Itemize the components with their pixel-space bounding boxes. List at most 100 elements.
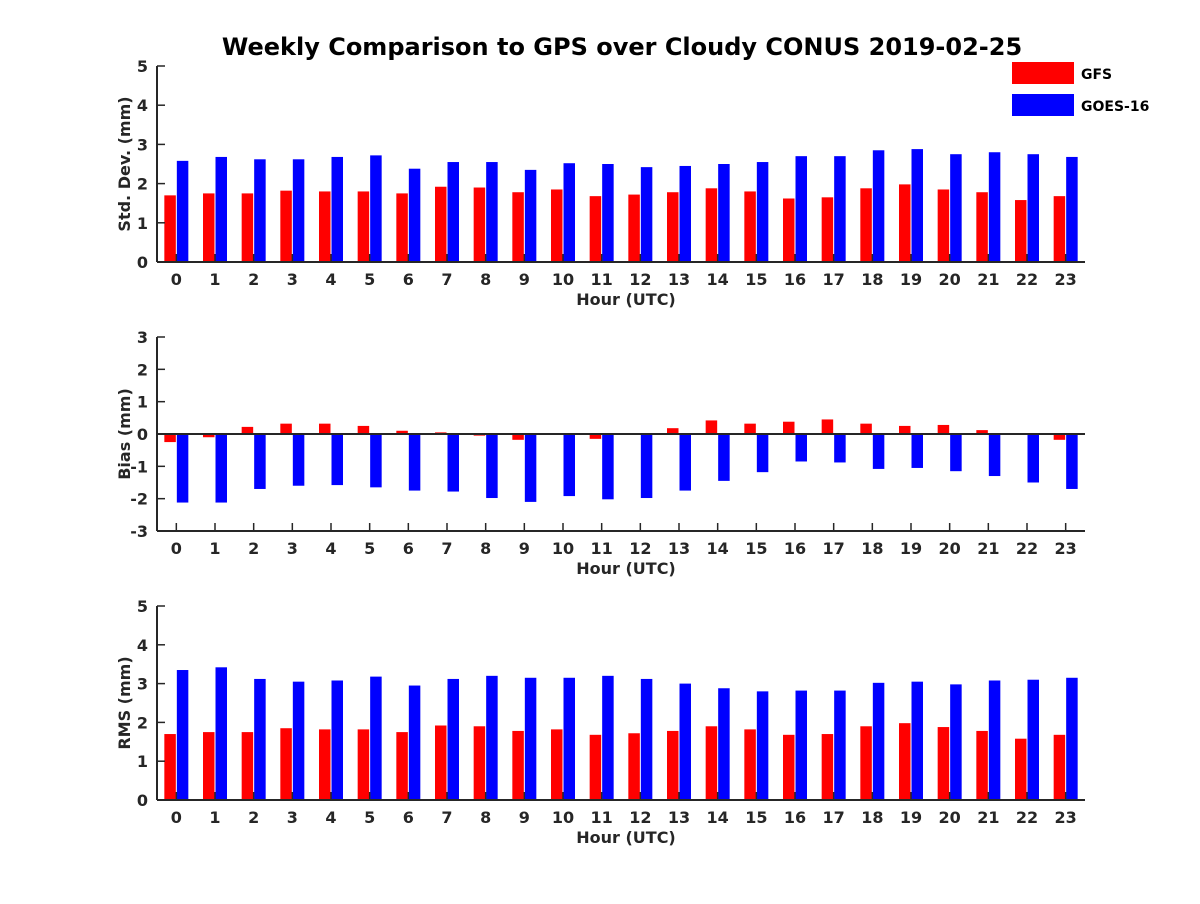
bar-gfs-hour-20: [937, 727, 950, 800]
bar-goes-16-hour-5: [370, 434, 382, 488]
x-tick-label: 6: [403, 270, 414, 289]
x-tick-label: 5: [364, 539, 375, 558]
x-tick-label: 16: [784, 539, 806, 558]
bar-goes-16-hour-19: [911, 434, 923, 468]
bar-gfs-hour-14: [705, 188, 718, 262]
x-tick-label: 2: [248, 539, 259, 558]
bar-goes-16-hour-1: [215, 156, 227, 262]
x-tick-label: 23: [1055, 270, 1077, 289]
x-tick-label: 3: [287, 808, 298, 827]
bar-goes-16-hour-6: [408, 168, 421, 262]
bar-goes-16-hour-1: [215, 434, 227, 503]
bar-goes-16-hour-20: [950, 684, 962, 800]
x-tick-label: 14: [707, 270, 729, 289]
bar-goes-16-hour-12: [640, 167, 653, 262]
x-tick-label: 7: [441, 808, 452, 827]
bar-gfs-hour-23: [1053, 196, 1066, 262]
x-axis-label: Hour (UTC): [576, 290, 676, 309]
x-tick-label: 6: [403, 539, 414, 558]
y-tick-label: 5: [137, 57, 148, 76]
bar-goes-16-hour-7: [447, 434, 459, 492]
bar-gfs-hour-20: [937, 189, 950, 262]
x-tick-label: 20: [939, 539, 961, 558]
bar-goes-16-hour-23: [1066, 434, 1078, 489]
x-tick-label: 17: [823, 270, 845, 289]
bar-goes-16-hour-13: [679, 434, 691, 491]
y-tick-label: 3: [137, 675, 148, 694]
y-tick-label: 2: [137, 175, 148, 194]
bar-goes-16-hour-22: [1027, 679, 1039, 800]
x-tick-label: 16: [784, 270, 806, 289]
bar-gfs-hour-8: [473, 726, 486, 800]
x-tick-label: 0: [171, 539, 182, 558]
bar-goes-16-hour-20: [950, 434, 962, 472]
x-tick-label: 2: [248, 808, 259, 827]
x-tick-label: 10: [552, 808, 574, 827]
x-tick-label: 10: [552, 270, 574, 289]
bar-gfs-hour-2: [241, 732, 254, 800]
y-tick-label: 5: [137, 597, 148, 616]
y-tick-label: 1: [137, 214, 148, 233]
x-tick-label: 21: [977, 539, 999, 558]
bar-gfs-hour-4: [319, 729, 331, 800]
y-axis-label: RMS (mm): [115, 656, 134, 749]
bar-goes-16-hour-4: [331, 156, 343, 262]
x-tick-label: 0: [171, 808, 182, 827]
bar-gfs-hour-17: [821, 197, 834, 262]
bar-gfs-hour-17: [821, 734, 834, 800]
bar-goes-16-hour-22: [1027, 154, 1039, 262]
x-tick-label: 13: [668, 270, 690, 289]
x-axis-label: Hour (UTC): [576, 828, 676, 847]
bar-gfs-hour-3: [280, 423, 292, 434]
bar-goes-16-hour-17: [834, 690, 846, 800]
x-tick-label: 8: [480, 539, 491, 558]
bar-goes-16-hour-13: [679, 165, 691, 262]
x-tick-label: 4: [325, 270, 336, 289]
bar-gfs-hour-15: [744, 729, 756, 800]
y-tick-label: 3: [137, 328, 148, 347]
x-tick-label: 9: [519, 539, 530, 558]
x-tick-label: 15: [745, 808, 767, 827]
y-tick-label: 1: [137, 393, 148, 412]
bar-gfs-hour-10: [551, 189, 563, 262]
bar-gfs-hour-18: [860, 188, 872, 262]
bar-gfs-hour-12: [628, 733, 640, 800]
bar-gfs-hour-19: [899, 184, 911, 262]
bar-goes-16-hour-12: [640, 434, 653, 499]
bar-goes-16-hour-8: [486, 434, 498, 499]
bar-goes-16-hour-18: [872, 150, 885, 262]
legend-label: GOES-16: [1081, 99, 1149, 115]
x-tick-label: 16: [784, 808, 806, 827]
bar-goes-16-hour-8: [486, 675, 498, 800]
x-tick-label: 22: [1016, 808, 1038, 827]
bar-goes-16-hour-19: [911, 681, 923, 800]
bar-gfs-hour-5: [357, 729, 370, 800]
bar-goes-16-hour-16: [795, 156, 807, 262]
bar-gfs-hour-21: [976, 730, 988, 800]
bar-goes-16-hour-15: [756, 162, 769, 262]
x-tick-label: 1: [209, 808, 220, 827]
bar-goes-16-hour-1: [215, 667, 227, 800]
bar-gfs-hour-0: [164, 734, 176, 800]
bar-gfs-hour-19: [899, 723, 911, 800]
bar-gfs-hour-23: [1053, 434, 1066, 440]
x-tick-label: 17: [823, 539, 845, 558]
bar-gfs-hour-0: [164, 195, 176, 262]
x-tick-label: 6: [403, 808, 414, 827]
bar-goes-16-hour-0: [176, 434, 189, 503]
x-tick-label: 13: [668, 808, 690, 827]
x-tick-label: 21: [977, 808, 999, 827]
x-tick-label: 18: [861, 539, 883, 558]
x-tick-label: 11: [591, 808, 613, 827]
x-tick-label: 23: [1055, 808, 1077, 827]
bar-goes-16-hour-2: [254, 159, 266, 262]
bar-goes-16-hour-20: [950, 154, 962, 262]
bar-gfs-hour-20: [937, 424, 950, 434]
y-axis-label: Bias (mm): [115, 388, 134, 480]
x-tick-label: 12: [629, 808, 651, 827]
bar-goes-16-hour-13: [679, 683, 691, 800]
